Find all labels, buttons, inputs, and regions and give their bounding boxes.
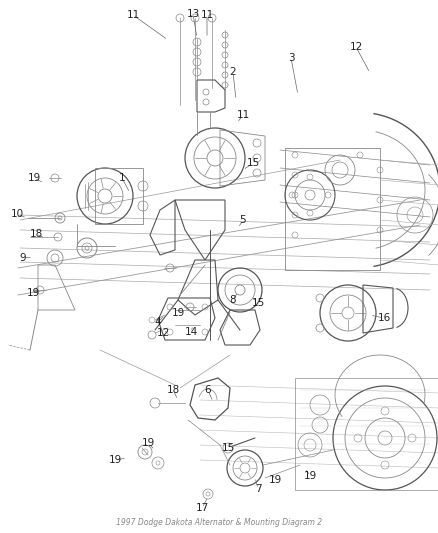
- Text: 1: 1: [118, 173, 125, 183]
- Text: 17: 17: [195, 503, 208, 513]
- Text: 2: 2: [229, 67, 236, 77]
- Text: 19: 19: [268, 475, 281, 485]
- Text: 12: 12: [349, 42, 362, 52]
- Text: 11: 11: [200, 10, 213, 20]
- Text: 15: 15: [246, 158, 259, 168]
- Text: 7: 7: [254, 484, 261, 494]
- Text: 18: 18: [166, 385, 179, 395]
- Text: 3: 3: [287, 53, 293, 63]
- Text: 10: 10: [11, 209, 24, 219]
- Text: 18: 18: [29, 229, 42, 239]
- Text: 19: 19: [27, 173, 41, 183]
- Text: 9: 9: [20, 253, 26, 263]
- Text: 16: 16: [377, 313, 390, 323]
- Text: 11: 11: [126, 10, 139, 20]
- Text: 14: 14: [184, 327, 197, 337]
- Text: 13: 13: [186, 9, 199, 19]
- Text: 1997 Dodge Dakota Alternator & Mounting Diagram 2: 1997 Dodge Dakota Alternator & Mounting …: [116, 518, 321, 527]
- Text: 6: 6: [204, 385, 211, 395]
- Text: 5: 5: [239, 215, 246, 225]
- Text: 11: 11: [236, 110, 249, 120]
- Text: 8: 8: [229, 295, 236, 305]
- Text: 4: 4: [154, 317, 161, 327]
- Text: 19: 19: [141, 438, 154, 448]
- Text: 12: 12: [156, 328, 169, 338]
- Text: 19: 19: [303, 471, 316, 481]
- Text: 19: 19: [108, 455, 121, 465]
- Text: 15: 15: [221, 443, 234, 453]
- Text: 19: 19: [26, 288, 39, 298]
- Text: 15: 15: [251, 298, 264, 308]
- Text: 19: 19: [171, 308, 184, 318]
